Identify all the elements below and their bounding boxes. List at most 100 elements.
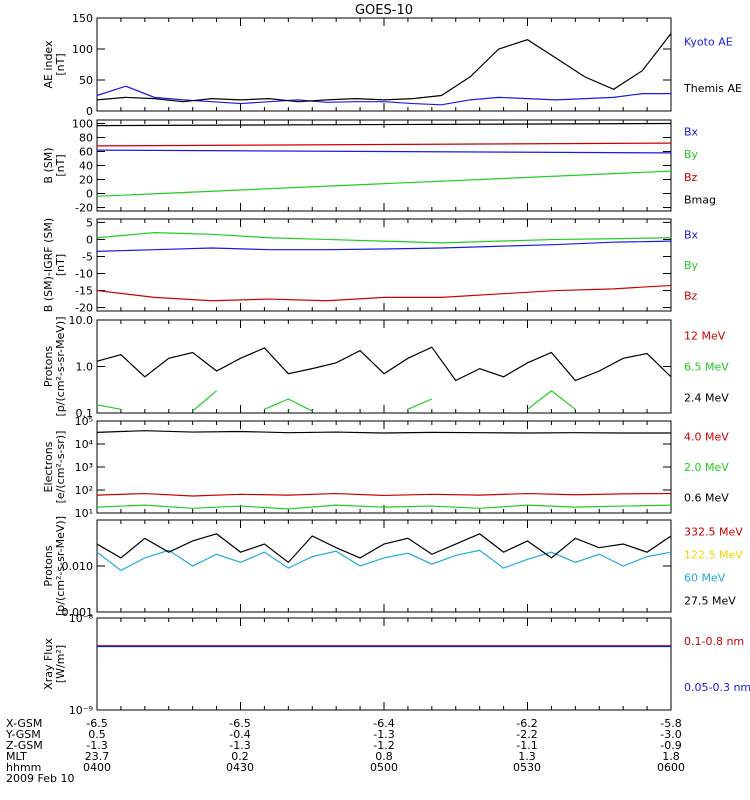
footer-value: 0530 [513,761,541,774]
footer-value: -0.9 [660,739,681,752]
y-tick-label: 80 [79,132,93,145]
footer-value: 0400 [83,761,111,774]
series-line-2-0-mev [96,504,672,510]
y-axis-label: [nT] [54,53,67,75]
series-line-6-5-mev [96,404,122,410]
series-line-4-0-mev [96,492,672,497]
series-line-60-mev [96,549,672,572]
y-tick-label: -20 [75,202,93,215]
legend-entry-0-05-0-3-nm: 0.05-0.3 nm [684,681,750,694]
y-tick-label: 10.0 [69,314,94,327]
chart-title: GOES-10 [355,3,413,18]
footer-value: -3.0 [660,728,681,741]
y-tick-label: 60 [79,146,93,159]
legend-entry-by: By [684,259,699,272]
legend-entry-bz: Bz [684,290,698,303]
y-tick-label: -15 [75,285,93,298]
legend-entry-2-0-mev: 2.0 MeV [684,461,729,474]
footer-row-label-y-gsm: Y-GSM [6,728,41,741]
footer-value: -6.5 [229,717,250,730]
footer-value: -2.2 [516,728,537,741]
y-tick-label: 50 [79,74,93,87]
y-axis-label: [W/m²] [54,645,67,683]
y-tick-label: 40 [79,160,93,173]
panel-frame-electrons [96,420,672,514]
legend-entry-bmag: Bmag [684,194,716,207]
legend-entry-by: By [684,148,699,161]
footer-row-label-z-gsm: Z-GSM [6,739,43,752]
y-tick-label: -5 [82,250,93,263]
panel-frame-ae [96,17,672,112]
legend-entry-themis-ae: Themis AE [683,82,742,95]
series-line-27-5-mev [96,533,672,564]
footer-value: -1.3 [373,728,394,741]
y-axis-label: Protons [42,545,55,586]
y-axis-label: [p/(cm²-s-sr-MeV)] [54,317,67,417]
y-tick-label: 10⁻⁹ [69,704,93,717]
y-axis-label: [nT] [54,254,67,276]
footer-value: -5.8 [660,717,681,730]
footer-row-label-mlt: MLT [6,750,27,763]
series-line-by [96,170,672,197]
y-tick-label: -10 [75,268,93,281]
footer-value: 1.8 [662,750,680,763]
series-line-0-6-mev [96,430,671,434]
footer-value: 0500 [370,761,398,774]
panel-frame-b [96,119,672,212]
y-tick-label: 0.010 [62,560,94,573]
series-line-6-5-mev [407,398,433,410]
footer-row-label-x-gsm: X-GSM [6,717,43,730]
y-axis-label: Electrons [42,441,55,492]
y-tick-label: 100 [72,43,93,56]
panel-frame-protons_low [96,319,672,414]
legend-entry-0-1-0-8-nm: 0.1-0.8 nm [684,635,744,648]
y-tick-label: 100 [72,118,93,131]
footer-value: -0.4 [229,728,250,741]
series-line-6-5-mev [527,390,576,410]
footer-row-label-date: 2009 Feb 10 [6,772,75,785]
y-tick-label: 0.1 [76,407,94,420]
legend-entry-12-mev: 12 MeV [684,330,726,343]
y-tick-label: 0 [86,233,93,246]
panel-frame-protons_high [96,519,672,613]
y-axis-label: Protons [42,346,55,387]
footer-value: -1.1 [516,739,537,752]
y-axis-label: AE index [42,40,55,89]
footer-value: -6.5 [86,717,107,730]
y-tick-label: 10⁴ [75,438,94,451]
legend-entry-kyoto-ae: Kyoto AE [684,35,733,48]
legend-entry-bz: Bz [684,171,698,184]
y-axis-label: [e/(cm²-s-sr)] [54,431,67,504]
legend-entry-0-6-mev: 0.6 MeV [684,492,729,505]
footer-value: 23.7 [85,750,110,763]
footer-value: -1.3 [86,739,107,752]
footer-value: -6.2 [516,717,537,730]
y-tick-label: 5 [86,216,93,229]
series-line-themis-ae [96,33,672,103]
y-tick-label: 1.0 [76,361,94,374]
y-tick-label: 10¹ [75,507,93,520]
y-axis-label: [p/(cm²-s-sr-MeV)] [54,516,67,616]
legend-entry-4-0-mev: 4.0 MeV [684,430,729,443]
footer-value: -6.4 [373,717,394,730]
footer-value: -1.3 [229,739,250,752]
legend-entry-60-mev: 60 MeV [684,572,726,585]
series-line-bmag [96,122,672,127]
y-tick-label: 150 [72,12,93,25]
y-tick-label: 10⁵ [75,415,93,428]
y-tick-label: 10³ [75,461,93,474]
footer-value: 1.3 [518,750,536,763]
y-tick-label: 10² [75,484,93,497]
y-axis-label: [nT] [54,154,67,176]
y-axis-label: B (SM) [42,147,55,183]
series-line-6-5-mev [264,398,313,412]
footer-value: 0.2 [231,750,249,763]
y-tick-label: 0 [86,105,93,118]
legend-entry-6-5-mev: 6.5 MeV [684,361,729,374]
legend-entry-122-5-mev: 122.5 MeV [684,549,743,562]
series-line-2-4-mev [96,346,672,382]
y-tick-label: 10⁻⁸ [69,612,94,625]
legend-entry-bx: Bx [684,228,699,241]
footer-value: 0.8 [375,750,393,763]
